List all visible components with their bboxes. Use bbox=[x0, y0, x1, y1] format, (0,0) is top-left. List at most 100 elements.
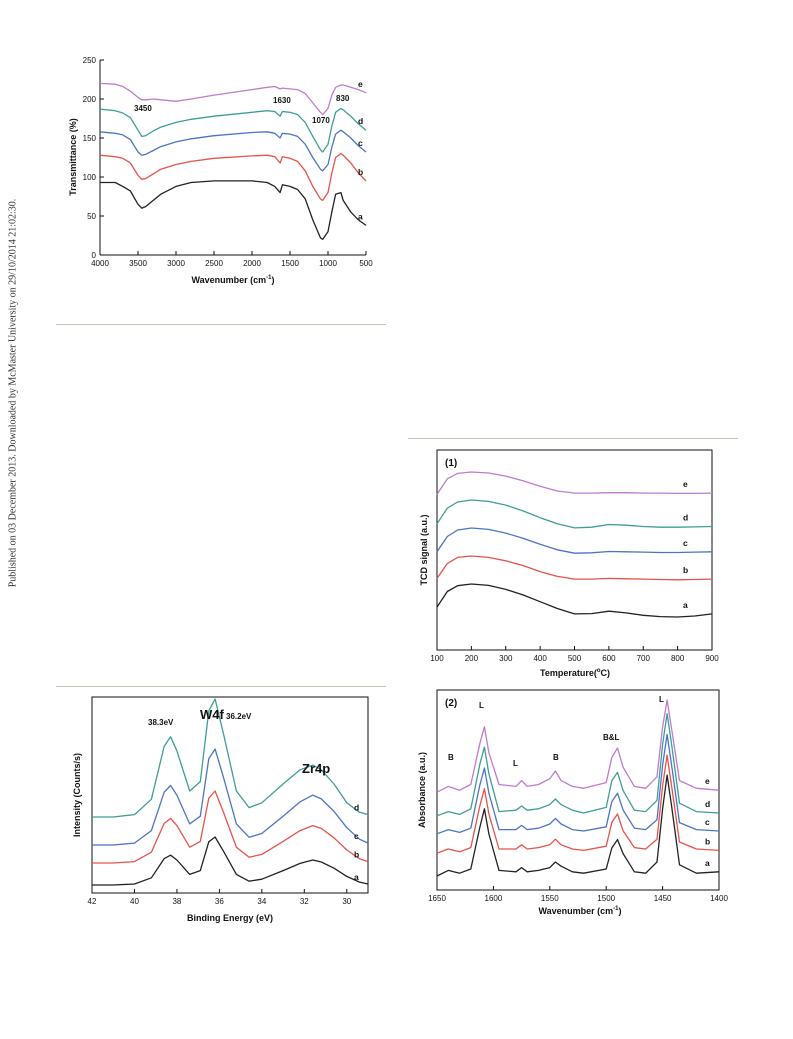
py-ir-panel-label: (2) bbox=[445, 698, 457, 709]
py-ir-curve-labels: a bcd e bbox=[705, 776, 710, 868]
curve-label-c: c bbox=[354, 831, 359, 841]
x-tick-label: 30 bbox=[342, 897, 351, 906]
tpd-curve-labels: a b c d e bbox=[683, 479, 688, 610]
x-tick-label: 1500 bbox=[597, 894, 615, 903]
x-tick-label: 34 bbox=[257, 897, 266, 906]
xps-x-axis-label: Binding Energy (eV) bbox=[187, 913, 273, 923]
py-ir-annotation-b2: B bbox=[553, 753, 559, 762]
tpd-series bbox=[436, 471, 713, 618]
py-ir-annotation-l2: L bbox=[513, 759, 518, 768]
curve-label-a: a bbox=[358, 211, 363, 221]
curve-label-d: d bbox=[358, 116, 363, 126]
y-tick-label: 250 bbox=[83, 56, 97, 65]
tpd-x-axis-label: Temperature(oC) bbox=[540, 668, 610, 678]
py-ir-annotation-b1: B bbox=[448, 753, 454, 762]
x-tick-label: 900 bbox=[705, 654, 719, 663]
series-line-c bbox=[436, 733, 720, 835]
tpd-chart: (1) 100 200 300 400 500 600 700 800 900 a b c d e Te… bbox=[415, 448, 735, 683]
xps-annotation-36-2ev: 36.2eV bbox=[226, 712, 252, 721]
x-tick-label: 36 bbox=[215, 897, 224, 906]
xps-x-ticks: 42 40 38 36 34 32 30 bbox=[88, 889, 352, 906]
x-tick-label: 1550 bbox=[541, 894, 559, 903]
ftir-x-ticks: 4000 3500 3000 2500 2000 1500 1000 500 bbox=[91, 251, 373, 268]
py-ir-series bbox=[436, 699, 720, 877]
tpd-plot-frame bbox=[436, 449, 713, 651]
y-tick-label: 0 bbox=[92, 251, 97, 260]
series-line-a bbox=[436, 774, 720, 877]
xps-plot-frame bbox=[91, 696, 369, 894]
series-line-d bbox=[436, 499, 713, 529]
series-line-d bbox=[92, 698, 369, 818]
download-watermark-text: Published on 03 December 2013. Downloade… bbox=[7, 198, 19, 588]
series-line-d bbox=[436, 712, 720, 817]
x-tick-label: 400 bbox=[533, 654, 547, 663]
ftir-x-axis-label: Wavenumber (cm-1) bbox=[191, 275, 274, 285]
xps-chart-svg: 42 40 38 36 34 32 30 a bc d W4f 38.3eV 36.2eV Zr… bbox=[72, 696, 369, 923]
x-tick-label: 38 bbox=[172, 897, 181, 906]
x-tick-label: 1450 bbox=[654, 894, 672, 903]
xps-annotation-38-3ev: 38.3eV bbox=[148, 718, 174, 727]
x-tick-label: 600 bbox=[602, 654, 616, 663]
download-watermark: Published on 03 December 2013. Downloade… bbox=[4, 168, 22, 618]
py-ir-annotation-l3: L bbox=[659, 695, 664, 704]
x-tick-label: 700 bbox=[637, 654, 651, 663]
x-tick-label: 500 bbox=[568, 654, 582, 663]
xps-annotation-zr4p: Zr4p bbox=[302, 761, 330, 776]
x-tick-label: 3500 bbox=[129, 259, 147, 268]
ftir-annotation-1070: 1070 bbox=[312, 116, 330, 125]
py-ir-annotation-l1: L bbox=[479, 701, 484, 710]
tpd-chart-svg: (1) 100 200 300 400 500 600 700 800 900 a b c d e Te… bbox=[419, 449, 719, 678]
series-line-b bbox=[436, 555, 713, 581]
xps-curve-labels: a bc d bbox=[354, 803, 359, 882]
x-tick-label: 500 bbox=[359, 259, 373, 268]
y-tick-label: 200 bbox=[83, 95, 97, 104]
curve-label-b: b bbox=[354, 850, 359, 860]
py-ir-x-ticks: 1650 1600 1550 1500 1450 1400 bbox=[428, 886, 728, 903]
xps-series bbox=[92, 698, 369, 886]
y-tick-label: 150 bbox=[83, 134, 97, 143]
series-line-a bbox=[436, 583, 713, 618]
x-tick-label: 4000 bbox=[91, 259, 109, 268]
curve-label-d: d bbox=[683, 513, 688, 523]
x-tick-label: 800 bbox=[671, 654, 685, 663]
series-line-a bbox=[92, 836, 369, 886]
ftir-chart-svg: 4000 3500 3000 2500 2000 1500 1000 500 0 50 100 15… bbox=[68, 56, 373, 285]
ftir-annotation-3450: 3450 bbox=[134, 104, 152, 113]
separator-rule bbox=[408, 438, 738, 439]
curve-label-e: e bbox=[358, 79, 363, 89]
xps-y-axis-label: Intensity (Counts/s) bbox=[72, 753, 82, 837]
curve-label-e: e bbox=[705, 776, 710, 786]
separator-rule bbox=[56, 686, 386, 687]
ftir-y-axis-label: Transmittance (%) bbox=[68, 118, 78, 196]
series-line-b bbox=[92, 790, 369, 864]
py-ir-x-axis-label: Wavenumber (cm-1) bbox=[538, 906, 621, 916]
series-line-a bbox=[100, 180, 367, 241]
series-line-b bbox=[99, 152, 367, 202]
series-line-e bbox=[99, 82, 367, 116]
x-tick-label: 200 bbox=[465, 654, 479, 663]
ftir-chart: 4000 3500 3000 2500 2000 1500 1000 500 0 50 100 15… bbox=[60, 55, 380, 295]
x-tick-label: 2500 bbox=[205, 259, 223, 268]
curve-label-d: d bbox=[705, 799, 710, 809]
series-line-c bbox=[92, 748, 369, 846]
curve-label-a: a bbox=[354, 872, 359, 882]
tpd-y-axis-label: TCD signal (a.u.) bbox=[419, 514, 429, 585]
py-ir-annotation-bl: B&L bbox=[603, 733, 620, 742]
x-tick-label: 40 bbox=[130, 897, 139, 906]
curve-label-c: c bbox=[705, 817, 710, 827]
ftir-annotation-830: 830 bbox=[336, 94, 350, 103]
curve-label-a: a bbox=[683, 600, 688, 610]
ftir-curve-labels: a b c d e bbox=[358, 79, 363, 222]
curve-label-b: b bbox=[358, 167, 363, 177]
curve-label-a: a bbox=[705, 858, 710, 868]
series-line-c bbox=[99, 129, 367, 172]
separator-rule bbox=[56, 324, 386, 325]
curve-label-d: d bbox=[354, 803, 359, 813]
series-line-e bbox=[436, 471, 713, 495]
tpd-panel-label: (1) bbox=[445, 458, 457, 469]
x-tick-label: 1600 bbox=[485, 894, 503, 903]
series-line-d bbox=[99, 107, 367, 153]
x-tick-label: 1500 bbox=[281, 259, 299, 268]
ftir-annotation-1630: 1630 bbox=[273, 96, 291, 105]
